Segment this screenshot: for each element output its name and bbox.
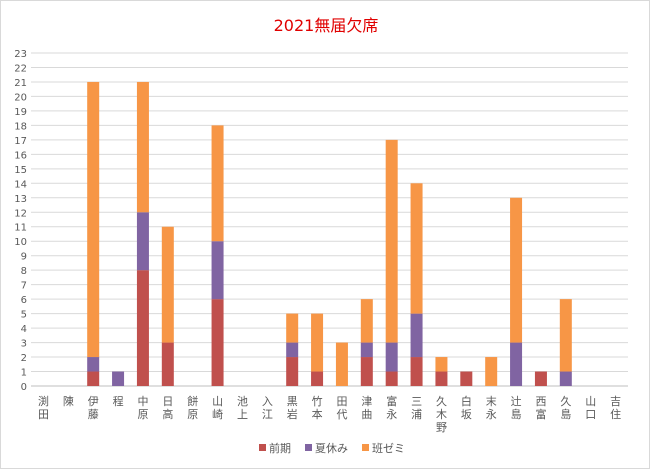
bar-segment-班ゼミ [211, 125, 224, 242]
bar-segment-前期 [460, 371, 473, 386]
x-tick-label: 日高 [162, 395, 173, 421]
x-tick-label: 池上 [237, 395, 248, 421]
bar-segment-夏休み [136, 212, 149, 271]
bar-segment-夏休み [410, 313, 423, 358]
bar-segment-班ゼミ [510, 197, 523, 343]
x-tick-label: 辻島 [511, 394, 522, 421]
bar-segment-班ゼミ [286, 313, 299, 343]
y-tick-label: 4 [21, 324, 27, 335]
x-tick-label: 餅原 [187, 394, 198, 421]
x-tick-label: 白坂 [461, 394, 472, 421]
x-tick-label: 富永 [386, 394, 397, 421]
bar-segment-夏休み [385, 342, 398, 372]
bar-segment-前期 [161, 342, 174, 386]
bar-segment-夏休み [360, 342, 373, 358]
bar-segment-夏休み [510, 342, 523, 386]
bar-segment-班ゼミ [485, 357, 498, 386]
x-tick-label: 津曲 [361, 395, 372, 421]
legend-swatch [305, 444, 312, 451]
bar-segment-班ゼミ [87, 81, 100, 358]
bar-segment-班ゼミ [136, 81, 149, 213]
y-tick-label: 7 [21, 281, 27, 292]
bar-segment-夏休み [87, 357, 100, 372]
y-tick-label: 15 [14, 165, 27, 176]
x-tick-label: 竹本 [312, 394, 323, 421]
bar-segment-前期 [211, 299, 224, 386]
x-tick-label: 末永 [486, 394, 497, 421]
x-tick-label: 山崎 [212, 395, 223, 421]
y-tick-label: 13 [14, 194, 27, 205]
x-tick-label: 程 [113, 395, 124, 408]
x-tick-label: 久木野 [436, 395, 447, 434]
y-tick-label: 8 [21, 266, 27, 277]
x-tick-label: 伊藤 [88, 395, 99, 421]
bar-segment-前期 [410, 357, 423, 386]
bar-segment-前期 [435, 371, 448, 386]
y-tick-label: 12 [14, 208, 27, 219]
bar-segment-前期 [534, 371, 547, 386]
y-tick-label: 5 [21, 310, 27, 321]
bar-segment-前期 [311, 371, 324, 386]
x-tick-label: 山口 [585, 395, 596, 421]
legend-label: 班ゼミ [372, 442, 405, 455]
y-tick-label: 16 [14, 150, 27, 161]
y-tick-label: 14 [14, 179, 27, 190]
x-tick-label: 渕田 [38, 394, 49, 421]
y-tick-label: 22 [14, 63, 27, 74]
y-tick-label: 9 [21, 252, 27, 263]
x-tick-label: 西富 [535, 395, 546, 421]
y-tick-label: 19 [14, 107, 27, 118]
x-tick-label: 久島 [560, 395, 571, 421]
y-tick-label: 3 [21, 339, 27, 350]
bar-segment-班ゼミ [435, 357, 448, 372]
y-tick-label: 6 [21, 295, 27, 306]
bar-segment-前期 [87, 371, 100, 386]
y-tick-label: 21 [14, 78, 27, 89]
bar-segment-前期 [286, 357, 299, 386]
bar-segment-夏休み [211, 241, 224, 300]
y-tick-label: 17 [14, 136, 27, 147]
bar-segment-班ゼミ [360, 299, 373, 343]
y-tick-label: 23 [14, 49, 27, 60]
bar-segment-夏休み [112, 371, 125, 386]
x-tick-label: 中原 [137, 395, 148, 421]
bar-segment-夏休み [286, 342, 299, 358]
bar-segment-班ゼミ [161, 226, 174, 343]
y-tick-label: 2 [21, 353, 27, 364]
bar-segment-班ゼミ [385, 139, 398, 343]
x-tick-label: 吉住 [610, 395, 621, 421]
y-tick-label: 11 [14, 223, 27, 234]
bar-segment-前期 [360, 357, 373, 386]
x-tick-label: 田代 [336, 395, 347, 421]
y-tick-label: 10 [14, 237, 27, 248]
legend-label: 前期 [269, 441, 291, 455]
y-tick-label: 1 [21, 368, 27, 379]
x-tick-label: 三浦 [411, 395, 422, 421]
bar-segment-前期 [136, 270, 149, 386]
x-tick-label: 入江 [262, 395, 273, 421]
y-tick-label: 18 [14, 121, 27, 132]
bar-segment-夏休み [559, 371, 572, 386]
chart-title: 2021無届欠席 [274, 16, 379, 35]
bar-segment-班ゼミ [335, 342, 348, 386]
bar-segment-前期 [385, 371, 398, 386]
bar-segment-班ゼミ [410, 183, 423, 314]
bar-segment-班ゼミ [559, 299, 572, 372]
y-tick-label: 20 [14, 92, 27, 103]
legend-label: 夏休み [315, 442, 348, 455]
x-tick-label: 黒岩 [287, 395, 298, 421]
bar-segment-班ゼミ [311, 313, 324, 372]
legend-swatch [259, 444, 266, 451]
x-tick-label: 陳 [63, 395, 74, 408]
y-tick-label: 0 [21, 382, 27, 393]
legend-swatch [362, 444, 369, 451]
